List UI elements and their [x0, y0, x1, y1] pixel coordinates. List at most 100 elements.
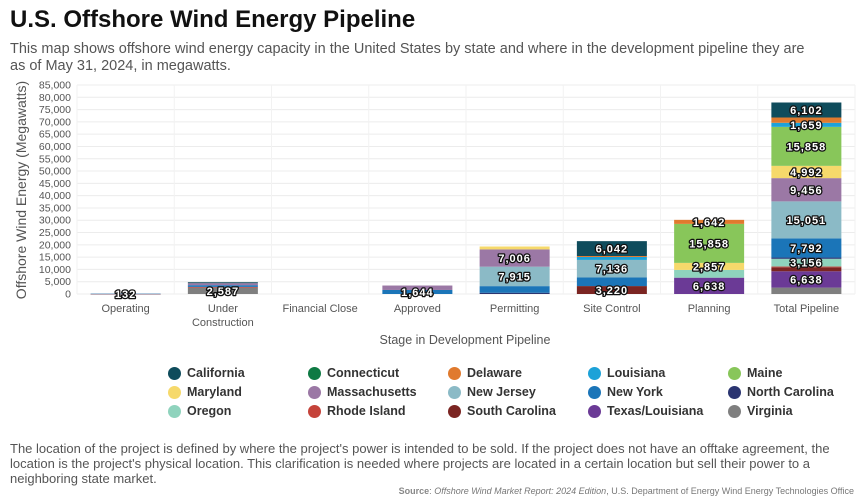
legend-label: Oregon: [187, 404, 232, 418]
bar-value-label: 7,006: [498, 253, 531, 265]
bar-value-label: 6,638: [693, 281, 726, 293]
bar-value-label: 1,659: [790, 120, 823, 132]
legend-label: California: [187, 366, 245, 380]
y-tick-label: 15,000: [39, 252, 71, 264]
legend-swatch: [588, 385, 601, 399]
x-tick-label: Construction: [192, 317, 254, 329]
y-tick-label: 50,000: [39, 166, 71, 178]
bar-segment: [674, 262, 745, 270]
legend-label: Maine: [747, 366, 783, 380]
bar-segment: [576, 255, 647, 257]
legend-item: Texas/Louisiana: [588, 403, 728, 419]
legend-item: Oregon: [168, 403, 308, 419]
bar-segment: [674, 277, 745, 294]
chart-subtitle: This map shows offshore wind energy capa…: [10, 41, 805, 74]
y-tick-label: 80,000: [39, 92, 71, 104]
legend-label: Delaware: [467, 366, 522, 380]
bar-segment: [771, 267, 842, 272]
x-tick-label: Site Control: [583, 303, 640, 315]
x-tick-label: Financial Close: [283, 303, 358, 315]
bar-value-label: 6,102: [790, 105, 823, 117]
legend-item: Delaware: [448, 365, 588, 381]
bar-value-label: 2,587: [207, 286, 240, 298]
legend-label: Connecticut: [327, 366, 400, 380]
bar-segment: [382, 289, 453, 294]
y-tick-label: 20,000: [39, 239, 71, 251]
legend-swatch: [448, 385, 461, 399]
legend-swatch: [728, 366, 741, 380]
bar-segment: [771, 271, 842, 288]
y-tick-label: 45,000: [39, 178, 71, 190]
x-tick-label: Total Pipeline: [774, 303, 839, 315]
bar-value-label: 9,456: [790, 185, 823, 197]
bar-segment: [771, 126, 842, 166]
source-publication: Offshore Wind Market Report: 2024 Editio…: [434, 486, 607, 496]
legend-swatch: [308, 366, 321, 380]
bar-segment: [674, 219, 745, 224]
y-tick-label: 55,000: [39, 153, 71, 165]
bar-segment: [479, 266, 550, 287]
chart-data-labels: 132 2,587 1,644 7,915 7,006 3,220 7,136 6,042 6,…: [114, 104, 827, 303]
bar-segment: [479, 286, 550, 293]
x-tick-label: Under: [208, 303, 238, 315]
legend-label: Louisiana: [607, 366, 666, 380]
bar-value-label: 132: [115, 289, 136, 301]
legend-item: California: [168, 365, 308, 381]
x-tick-label: Planning: [688, 303, 731, 315]
y-tick-label: 70,000: [39, 116, 71, 128]
bar-segment: [771, 102, 842, 118]
bar-segment: [771, 178, 842, 202]
legend-label: New Jersey: [467, 385, 536, 399]
source-agency: , U.S. Department of Energy Wind Energy …: [606, 486, 854, 496]
legend-item: South Carolina: [448, 403, 588, 419]
legend-item: New Jersey: [448, 384, 588, 400]
bar-segment: [771, 201, 842, 239]
y-tick-label: 25,000: [39, 227, 71, 239]
legend-item: Louisiana: [588, 365, 728, 381]
legend-swatch: [168, 404, 181, 418]
bar-value-label: 3,220: [596, 285, 629, 297]
bar-segment: [771, 122, 842, 127]
bar-value-label: 15,858: [787, 141, 827, 153]
legend-swatch: [448, 366, 461, 380]
legend-label: South Carolina: [467, 404, 556, 418]
legend-swatch: [308, 404, 321, 418]
legend-swatch: [168, 366, 181, 380]
source-note: Source: Offshore Wind Market Report: 202…: [398, 486, 854, 496]
y-tick-label: 5,000: [45, 276, 71, 288]
bar-segment: [771, 266, 842, 268]
bar-value-label: 1,642: [693, 217, 726, 229]
bar-segment: [576, 259, 647, 278]
legend-item: Rhode Island: [308, 403, 448, 419]
bar-segment: [771, 287, 842, 294]
bar-segment: [187, 283, 258, 286]
x-tick-label: Permitting: [490, 303, 540, 315]
bar-segment: [771, 165, 842, 179]
bar-value-label: 3,156: [790, 258, 823, 270]
bar-segment: [771, 117, 842, 123]
bar-value-label: 6,042: [596, 244, 629, 256]
y-axis-label: Offshore Wind Energy (Megawatts): [13, 81, 29, 299]
y-axis-ticks: 05,00010,00015,00020,00025,00030,00035,0…: [39, 80, 71, 301]
legend-swatch: [588, 366, 601, 380]
legend-label: New York: [607, 385, 663, 399]
y-tick-label: 10,000: [39, 264, 71, 276]
legend-swatch: [728, 404, 741, 418]
bar-segment: [576, 256, 647, 260]
bar-segment: [674, 269, 745, 278]
bar-value-label: 6,638: [790, 274, 823, 286]
y-tick-label: 85,000: [39, 80, 71, 92]
chart-legend: California Connecticut Delaware Louisiana Ma…: [168, 365, 864, 419]
bar-segment: [187, 287, 258, 294]
chart-bars: [90, 102, 842, 295]
bar-segment: [576, 286, 647, 294]
legend-swatch: [588, 404, 601, 418]
bar-segment: [479, 246, 550, 250]
x-tick-label: Operating: [101, 303, 149, 315]
legend-swatch: [308, 385, 321, 399]
footnote: The location of the project is defined b…: [10, 441, 830, 486]
legend-item: Connecticut: [308, 365, 448, 381]
bar-value-label: 4,992: [790, 167, 823, 179]
stacked-bar-chart: 05,00010,00015,00020,00025,00030,00035,0…: [13, 80, 856, 347]
bar-segment: [479, 292, 550, 294]
